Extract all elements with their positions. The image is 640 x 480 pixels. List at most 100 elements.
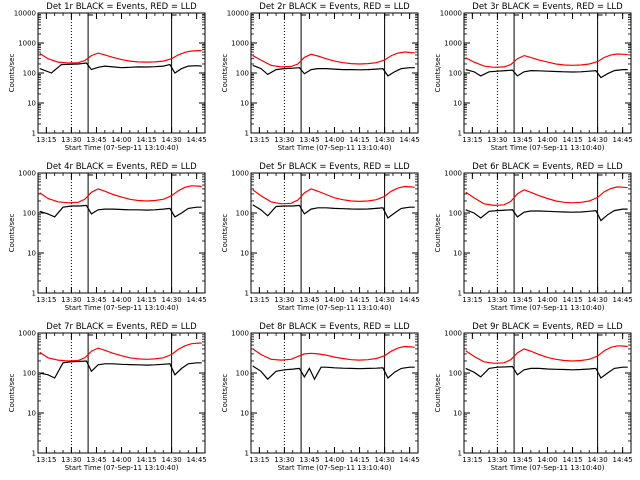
y-tick-label: 100 xyxy=(449,210,462,218)
x-tick-label: 14:30 xyxy=(588,296,608,304)
y-tick-label: 1000 xyxy=(444,40,462,48)
x-tick-label: 13:15 xyxy=(462,296,482,304)
x-axis-label: Start Time (07-Sep-11 13:10:40) xyxy=(491,464,605,472)
events-series-line xyxy=(252,365,415,381)
y-tick-label: 10 xyxy=(27,250,36,258)
x-tick-label: 13:30 xyxy=(274,136,294,144)
lld-series-line xyxy=(252,345,415,361)
events-series-line xyxy=(252,64,415,77)
chart-panel-8: Det 8r BLACK = Events, RED = LLD 1 10 100 10… xyxy=(221,322,420,472)
y-axis-label: Counts/sec xyxy=(221,214,229,253)
lld-series-line xyxy=(465,53,628,68)
plot-frame xyxy=(463,332,632,454)
x-axis-label: Start Time (07-Sep-11 13:10:40) xyxy=(65,464,179,472)
chart-title: Det 1r BLACK = Events, RED = LLD xyxy=(46,2,197,12)
events-series-line xyxy=(39,62,202,74)
y-tick-label: 1000 xyxy=(18,170,36,178)
x-tick-label: 14:15 xyxy=(349,296,369,304)
x-tick-label: 14:00 xyxy=(537,136,557,144)
x-tick-label: 14:15 xyxy=(349,136,369,144)
x-tick-label: 14:15 xyxy=(349,456,369,464)
y-axis-label: Counts/sec xyxy=(221,54,229,93)
x-tick-label: 14:00 xyxy=(324,456,344,464)
x-tick-label: 13:15 xyxy=(249,296,269,304)
x-tick-label: 14:30 xyxy=(162,456,182,464)
y-tick-label: 1 xyxy=(245,290,249,298)
plot-frame xyxy=(37,12,206,134)
events-series-line xyxy=(465,208,628,222)
chart-panel-5: Det 5r BLACK = Events, RED = LLD 1 10 100 10… xyxy=(221,162,420,312)
x-tick-label: 14:45 xyxy=(187,296,207,304)
y-tick-label: 10 xyxy=(453,100,462,108)
x-tick-label: 14:15 xyxy=(136,456,156,464)
chart-panel-6: Det 6r BLACK = Events, RED = LLD 1 10 100 10… xyxy=(434,162,633,312)
x-tick-label: 14:30 xyxy=(375,136,395,144)
plot-frame xyxy=(37,172,206,294)
x-tick-label: 14:30 xyxy=(588,456,608,464)
lld-series-line xyxy=(252,51,415,68)
chart-title: Det 3r BLACK = Events, RED = LLD xyxy=(472,2,623,12)
y-tick-label: 1000 xyxy=(231,40,249,48)
y-axis-label: Counts/sec xyxy=(221,374,229,413)
x-tick-label: 13:15 xyxy=(462,456,482,464)
y-tick-label: 1 xyxy=(458,450,462,458)
chart-panel-4: Det 4r BLACK = Events, RED = LLD 1 10 100 10… xyxy=(8,162,207,312)
chart-title: Det 8r BLACK = Events, RED = LLD xyxy=(259,322,410,332)
x-tick-label: 13:30 xyxy=(61,296,81,304)
x-tick-label: 14:45 xyxy=(613,296,633,304)
y-tick-label: 10000 xyxy=(440,10,462,18)
x-tick-label: 13:15 xyxy=(36,296,56,304)
y-tick-label: 1000 xyxy=(18,40,36,48)
y-axis-label: Counts/sec xyxy=(434,54,442,93)
x-tick-label: 13:45 xyxy=(299,456,319,464)
x-tick-label: 14:30 xyxy=(162,136,182,144)
y-tick-label: 1 xyxy=(32,450,36,458)
y-tick-label: 1000 xyxy=(444,330,462,338)
x-tick-label: 14:45 xyxy=(187,456,207,464)
chart-title: Det 2r BLACK = Events, RED = LLD xyxy=(259,2,410,12)
y-tick-label: 100 xyxy=(236,370,249,378)
y-tick-label: 10 xyxy=(27,410,36,418)
x-tick-label: 14:15 xyxy=(136,296,156,304)
lld-series-line xyxy=(252,185,415,205)
x-tick-label: 14:00 xyxy=(537,456,557,464)
events-series-line xyxy=(39,204,202,218)
x-tick-label: 14:30 xyxy=(375,296,395,304)
lld-series-line xyxy=(465,186,628,207)
y-tick-label: 1 xyxy=(32,130,36,138)
x-tick-label: 13:30 xyxy=(61,456,81,464)
plot-frame xyxy=(37,332,206,454)
x-axis-label: Start Time (07-Sep-11 13:10:40) xyxy=(65,144,179,152)
y-tick-label: 1 xyxy=(245,130,249,138)
events-series-line xyxy=(465,365,628,379)
y-tick-label: 100 xyxy=(23,70,36,78)
y-tick-label: 10000 xyxy=(14,10,36,18)
y-axis-label: Counts/sec xyxy=(8,374,16,413)
x-tick-label: 13:15 xyxy=(249,136,269,144)
y-tick-label: 1 xyxy=(32,290,36,298)
x-tick-label: 13:30 xyxy=(487,296,507,304)
x-tick-label: 14:30 xyxy=(162,296,182,304)
chart-title: Det 5r BLACK = Events, RED = LLD xyxy=(259,162,410,172)
events-series-line xyxy=(465,68,628,79)
chart-panel-2: Det 2r BLACK = Events, RED = LLD 1 10 100 10… xyxy=(221,2,420,152)
y-tick-label: 1000 xyxy=(231,170,249,178)
y-axis-label: Counts/sec xyxy=(8,214,16,253)
x-tick-label: 14:00 xyxy=(111,296,131,304)
x-axis-label: Start Time (07-Sep-11 13:10:40) xyxy=(65,304,179,312)
x-axis-label: Start Time (07-Sep-11 13:10:40) xyxy=(278,144,392,152)
x-tick-label: 14:15 xyxy=(136,136,156,144)
y-tick-label: 100 xyxy=(449,370,462,378)
y-tick-label: 10 xyxy=(453,250,462,258)
chart-panel-7: Det 7r BLACK = Events, RED = LLD 1 10 100 10… xyxy=(8,322,207,472)
x-tick-label: 13:45 xyxy=(86,136,106,144)
x-tick-label: 13:30 xyxy=(487,456,507,464)
y-tick-label: 1 xyxy=(245,450,249,458)
chart-panel-9: Det 9r BLACK = Events, RED = LLD 1 10 100 10… xyxy=(434,322,633,472)
y-axis-label: Counts/sec xyxy=(8,54,16,93)
x-tick-label: 13:45 xyxy=(86,456,106,464)
events-series-line xyxy=(252,204,415,219)
chart-title: Det 9r BLACK = Events, RED = LLD xyxy=(472,322,623,332)
x-tick-label: 14:45 xyxy=(187,136,207,144)
x-axis-label: Start Time (07-Sep-11 13:10:40) xyxy=(491,304,605,312)
